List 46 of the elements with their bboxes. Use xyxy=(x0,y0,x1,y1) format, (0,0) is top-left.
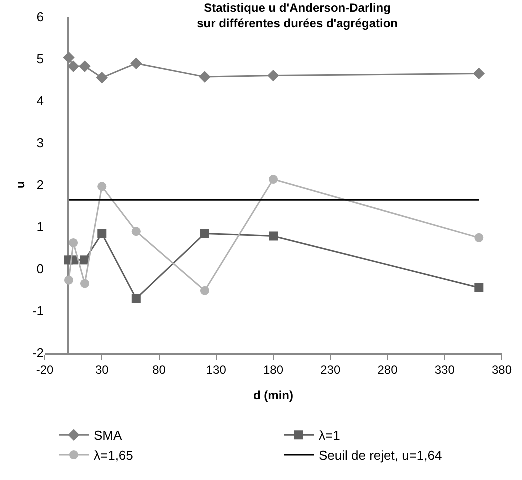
point xyxy=(98,182,107,192)
point xyxy=(98,229,107,238)
point xyxy=(96,72,108,84)
y-tick-label: -2 xyxy=(32,346,44,361)
point xyxy=(269,175,278,184)
y-tick-label: 5 xyxy=(36,52,44,67)
point xyxy=(199,71,211,83)
point xyxy=(68,60,80,72)
point xyxy=(80,279,90,288)
point xyxy=(132,227,141,236)
legend-label: λ=1 xyxy=(319,428,340,444)
x-tick-label: 80 xyxy=(152,363,166,378)
x-tick-label: 180 xyxy=(263,363,284,378)
y-tick-label: 0 xyxy=(36,262,44,277)
point xyxy=(63,52,75,64)
x-tick-label: 380 xyxy=(492,363,512,378)
point xyxy=(473,68,485,80)
point xyxy=(64,276,74,285)
point xyxy=(200,229,210,238)
x-axis-title: d (min) xyxy=(254,388,294,403)
legend-label: λ=1,65 xyxy=(94,448,134,464)
point xyxy=(200,286,210,296)
x-tick-label: 130 xyxy=(206,363,227,378)
legend-label: Seuil de rejet, u=1,64 xyxy=(319,448,442,464)
legend-label: SMA xyxy=(94,428,122,444)
y-tick-label: 1 xyxy=(36,220,44,235)
x-tick-label: 330 xyxy=(434,363,456,378)
x-tick-label: 30 xyxy=(95,363,110,378)
point xyxy=(474,233,484,242)
y-tick-label: -1 xyxy=(32,304,44,319)
point xyxy=(474,283,484,292)
y-tick-label: 6 xyxy=(36,10,44,25)
chart-title: Statistique u d'Anderson-Darling sur différentes durées d'agrégation xyxy=(197,1,398,31)
x-tick-label: 230 xyxy=(320,363,341,378)
y-tick-label: 2 xyxy=(36,178,44,193)
y-tick-label: 4 xyxy=(36,94,44,109)
point xyxy=(69,238,78,248)
point xyxy=(79,60,91,72)
y-tick-label: 3 xyxy=(36,136,44,151)
point xyxy=(132,294,141,304)
point xyxy=(130,58,142,70)
point xyxy=(268,70,280,82)
x-tick-label: 280 xyxy=(378,363,398,378)
x-tick-label: -20 xyxy=(36,363,54,378)
point xyxy=(269,232,278,241)
y-axis-title: u xyxy=(14,181,28,189)
